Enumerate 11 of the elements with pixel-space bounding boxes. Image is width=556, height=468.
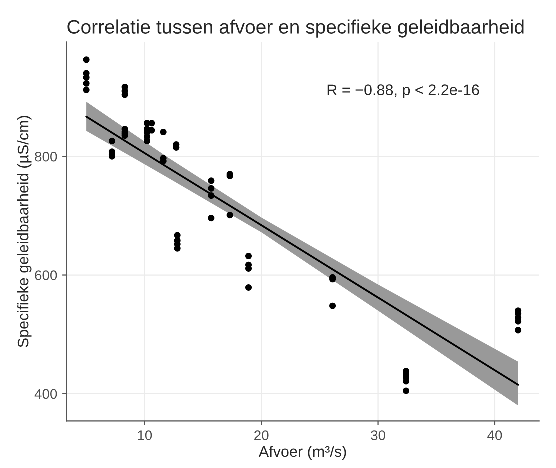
x-tick-label: 10 — [138, 430, 152, 440]
x-tick-label: 30 — [371, 430, 386, 440]
y-tick-label: 400 — [34, 389, 58, 400]
chart-title: Correlatie tussen afvoer en specifieke geleidbaarheid — [68, 20, 524, 38]
y-tick-label: 600 — [35, 270, 58, 280]
x-axis-title: Afvoer (m³/s) — [258, 446, 346, 460]
annotation: R = −0.88, p < 2.2e-16 — [328, 84, 480, 99]
x-tick-label: 20 — [254, 430, 269, 440]
x-tick-label: 40 — [488, 430, 502, 440]
y-tick-label: 800 — [35, 152, 58, 162]
y-axis-title: Specifieke geleidbaarheid (µS/cm) — [18, 116, 32, 348]
